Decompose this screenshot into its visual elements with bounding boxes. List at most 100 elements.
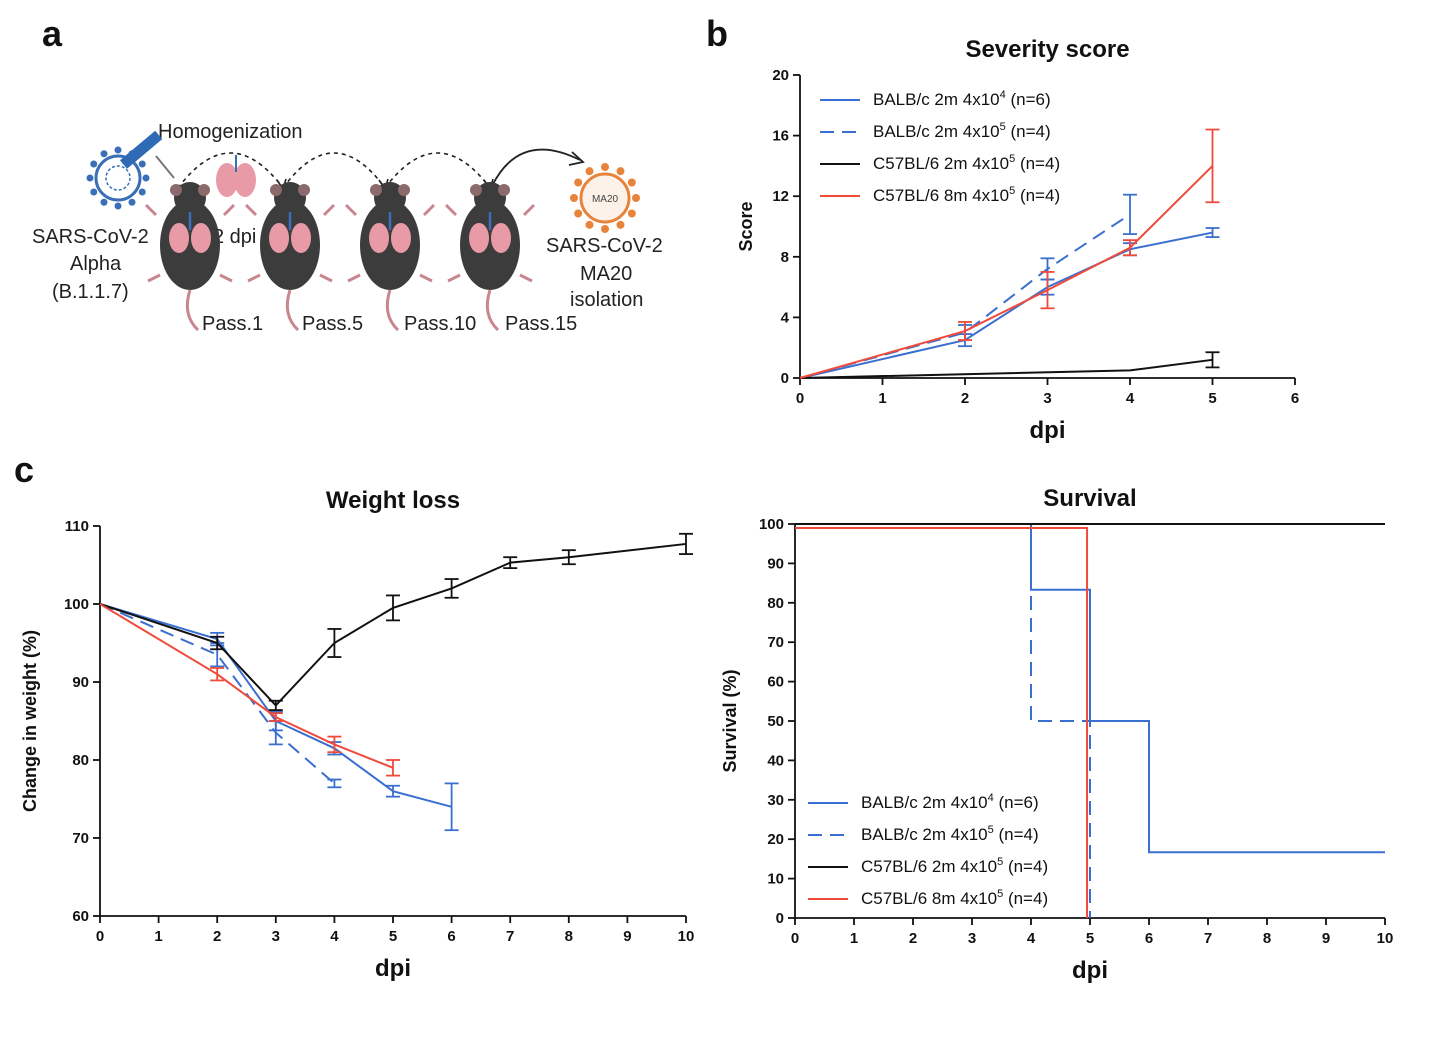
series-line <box>99 603 336 785</box>
legend-label: BALB/c 2m 4x104 (n=6) <box>873 89 1051 109</box>
passage-label-15: Pass.15 <box>505 313 577 335</box>
error-bar <box>327 735 342 754</box>
mouse-icon <box>244 182 336 332</box>
y-tick-label: 40 <box>767 752 784 769</box>
passage-label-5: Pass.5 <box>302 313 363 335</box>
error-bar <box>444 782 459 832</box>
chart-title: Survival <box>1043 485 1136 512</box>
series <box>799 351 1220 379</box>
y-tick-label: 70 <box>72 830 89 847</box>
lungs-icon <box>216 155 256 197</box>
y-tick-label: 10 <box>767 871 784 888</box>
legend-entry: C57BL/6 8m 4x105 (n=4) <box>808 888 1048 908</box>
panel-label-c: c <box>14 449 34 490</box>
legend-entry: BALB/c 2m 4x104 (n=6) <box>808 792 1039 812</box>
error-bar <box>268 712 283 722</box>
series-line <box>99 542 687 707</box>
x-tick-label: 9 <box>623 928 631 945</box>
legend-entry: BALB/c 2m 4x104 (n=6) <box>820 89 1051 109</box>
pipette-icon <box>119 130 175 179</box>
series <box>799 193 1137 379</box>
chart-title: Weight loss <box>326 487 460 514</box>
passage-label-10: Pass.10 <box>404 313 476 335</box>
homogenization-label: Homogenization <box>158 121 303 143</box>
x-tick-label: 1 <box>850 930 858 947</box>
x-axis-label: dpi <box>1030 417 1066 444</box>
passage-diagram: Homogenization 2 dpi SARS-CoV-2 Alpha (B… <box>32 121 663 335</box>
x-tick-label: 6 <box>1145 930 1153 947</box>
error-bar <box>1040 271 1055 310</box>
error-bar <box>386 759 400 777</box>
x-axis-label: dpi <box>375 955 411 982</box>
series-line <box>799 358 1213 379</box>
y-tick-label: 0 <box>781 370 789 387</box>
x-tick-label: 8 <box>565 928 573 945</box>
chart-title: Severity score <box>965 36 1129 63</box>
x-tick-label: 0 <box>791 930 799 947</box>
series-line <box>799 213 1131 379</box>
y-tick-label: 80 <box>72 752 89 769</box>
y-tick-label: 100 <box>759 516 784 533</box>
passage-arrow-1 <box>177 152 284 189</box>
x-tick-label: 0 <box>796 390 804 407</box>
legend-entry: C57BL/6 2m 4x105 (n=4) <box>808 856 1048 876</box>
legend: BALB/c 2m 4x104 (n=6) BALB/c 2m 4x105 (n=… <box>820 89 1060 205</box>
x-tick-label: 3 <box>1043 390 1051 407</box>
mouse-icon <box>144 182 236 332</box>
error-bar <box>210 635 225 651</box>
error-bar <box>1123 239 1137 257</box>
x-tick-label: 4 <box>330 928 339 945</box>
legend-label: C57BL/6 2m 4x105 (n=4) <box>873 153 1060 173</box>
legend-label: C57BL/6 8m 4x105 (n=4) <box>873 185 1060 205</box>
x-tick-label: 10 <box>678 928 695 945</box>
passage-arrow-3 <box>384 152 491 189</box>
error-bar <box>327 628 342 658</box>
x-tick-label: 3 <box>968 930 976 947</box>
x-tick-label: 1 <box>878 390 886 407</box>
x-tick-label: 2 <box>909 930 917 947</box>
series-line <box>799 231 1213 379</box>
y-tick-label: 90 <box>72 674 89 691</box>
source-virus-line1: SARS-CoV-2 <box>32 226 149 248</box>
x-tick-label: 7 <box>506 928 514 945</box>
series <box>799 128 1220 379</box>
x-tick-label: 5 <box>1086 930 1094 947</box>
y-tick-label: 50 <box>767 713 784 730</box>
y-tick-label: 30 <box>767 792 784 809</box>
x-tick-label: 1 <box>154 928 162 945</box>
result-virus-line1: SARS-CoV-2 <box>546 235 663 257</box>
result-virus-icon: MA20 <box>570 163 640 233</box>
legend-entry: BALB/c 2m 4x105 (n=4) <box>808 824 1039 844</box>
error-bar <box>503 556 518 570</box>
y-tick-label: 60 <box>72 908 89 925</box>
weight-loss-chart: Weight loss 0 1 2 3 4 5 6 7 8 9 10 60 70 80 90 100 110 dpi… <box>20 487 694 982</box>
x-tick-label: 5 <box>1208 390 1216 407</box>
series-line <box>99 603 452 808</box>
x-tick-label: 3 <box>272 928 280 945</box>
y-tick-label: 8 <box>781 249 789 266</box>
error-bar <box>561 549 576 566</box>
y-tick-label: 100 <box>64 596 89 613</box>
panel-label-b: b <box>706 13 728 54</box>
x-tick-label: 7 <box>1204 930 1212 947</box>
x-tick-label: 0 <box>96 928 104 945</box>
result-virus-line2: MA20 <box>580 263 632 285</box>
legend-label: C57BL/6 8m 4x105 (n=4) <box>861 888 1048 908</box>
series <box>99 532 693 711</box>
series-line <box>99 603 394 769</box>
y-axis-label: Change in weight (%) <box>20 630 40 812</box>
source-virus-line2: Alpha <box>70 253 122 275</box>
series <box>799 227 1220 379</box>
error-bar <box>210 667 225 682</box>
legend: BALB/c 2m 4x104 (n=6) BALB/c 2m 4x105 (n=… <box>808 792 1048 908</box>
x-tick-label: 6 <box>447 928 455 945</box>
x-tick-label: 2 <box>961 390 969 407</box>
legend-label: BALB/c 2m 4x104 (n=6) <box>861 792 1039 812</box>
legend-label: BALB/c 2m 4x105 (n=4) <box>873 121 1051 141</box>
panel-label-a: a <box>42 13 63 54</box>
error-bar <box>679 532 693 555</box>
y-tick-label: 12 <box>772 188 789 205</box>
y-tick-label: 16 <box>772 128 789 145</box>
error-bar <box>327 778 342 789</box>
